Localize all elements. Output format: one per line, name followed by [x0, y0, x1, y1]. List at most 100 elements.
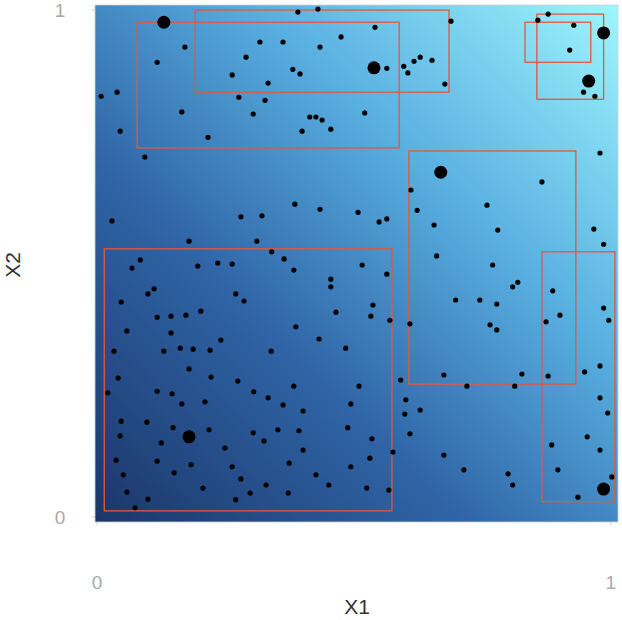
- point: [597, 150, 602, 155]
- point: [505, 471, 510, 476]
- point: [415, 208, 420, 213]
- point: [155, 315, 160, 320]
- point: [328, 127, 333, 132]
- point: [319, 117, 324, 122]
- point: [291, 267, 296, 272]
- point: [348, 401, 353, 406]
- point: [546, 373, 551, 378]
- point: [230, 261, 235, 266]
- point: [145, 497, 150, 502]
- point: [266, 395, 271, 400]
- point: [186, 239, 191, 244]
- point: [145, 291, 150, 296]
- point: [269, 349, 274, 354]
- x-tick: [97, 522, 98, 525]
- point: [343, 346, 348, 351]
- point: [597, 483, 610, 496]
- point: [275, 427, 280, 432]
- region-rectangle: [195, 10, 449, 92]
- point: [390, 449, 395, 454]
- point: [132, 505, 137, 510]
- point: [317, 44, 322, 49]
- plot-marks: [99, 6, 615, 510]
- point: [118, 433, 123, 438]
- point: [230, 464, 235, 469]
- plot-frame: [95, 5, 618, 522]
- point: [377, 219, 382, 224]
- point: [549, 442, 554, 447]
- point: [129, 265, 134, 270]
- point: [235, 378, 240, 383]
- point: [299, 129, 304, 134]
- point: [281, 256, 286, 261]
- point: [368, 314, 373, 319]
- point: [606, 318, 611, 323]
- y-tick-label: 1: [55, 0, 66, 21]
- point: [209, 374, 214, 379]
- point: [609, 474, 614, 479]
- point: [269, 249, 274, 254]
- point: [495, 227, 500, 232]
- point: [183, 313, 188, 318]
- point: [291, 384, 296, 389]
- point: [111, 349, 116, 354]
- point: [605, 410, 610, 415]
- region-rectangle: [104, 249, 392, 511]
- point: [384, 216, 389, 221]
- point: [370, 302, 375, 307]
- point: [407, 321, 412, 326]
- point: [364, 485, 369, 490]
- region-rectangle: [409, 151, 576, 384]
- point: [369, 436, 374, 441]
- point: [448, 19, 453, 24]
- point: [293, 324, 298, 329]
- point: [118, 129, 123, 134]
- point: [233, 497, 238, 502]
- point: [453, 297, 458, 302]
- point: [251, 430, 256, 435]
- point: [99, 94, 104, 99]
- point: [207, 348, 212, 353]
- point: [280, 39, 285, 44]
- region-rectangle: [537, 14, 604, 99]
- point: [367, 61, 380, 74]
- point: [292, 202, 297, 207]
- point: [124, 328, 129, 333]
- point: [233, 291, 238, 296]
- point: [238, 476, 243, 481]
- point: [243, 55, 248, 60]
- point: [155, 389, 160, 394]
- point: [161, 349, 166, 354]
- point: [262, 98, 267, 103]
- point: [182, 44, 187, 49]
- point: [170, 425, 175, 430]
- point: [405, 70, 410, 75]
- point: [186, 366, 191, 371]
- x-tick-label: 1: [606, 572, 617, 593]
- plot-background: [95, 5, 618, 522]
- point: [490, 262, 495, 267]
- point: [597, 447, 602, 452]
- point: [151, 286, 156, 291]
- point: [539, 179, 544, 184]
- point: [157, 16, 170, 29]
- y-tick: [92, 516, 95, 517]
- point: [398, 377, 403, 382]
- point: [317, 207, 322, 212]
- point: [295, 9, 300, 14]
- point: [121, 472, 126, 477]
- point: [236, 95, 241, 100]
- point: [582, 369, 587, 374]
- point: [510, 482, 515, 487]
- point: [257, 39, 262, 44]
- point: [315, 6, 320, 11]
- region-rectangle: [542, 252, 615, 502]
- point: [113, 458, 118, 463]
- point: [205, 135, 210, 140]
- point: [179, 109, 184, 114]
- point: [179, 401, 184, 406]
- point: [581, 90, 586, 95]
- point: [494, 301, 499, 306]
- point: [535, 18, 540, 23]
- point: [477, 297, 482, 302]
